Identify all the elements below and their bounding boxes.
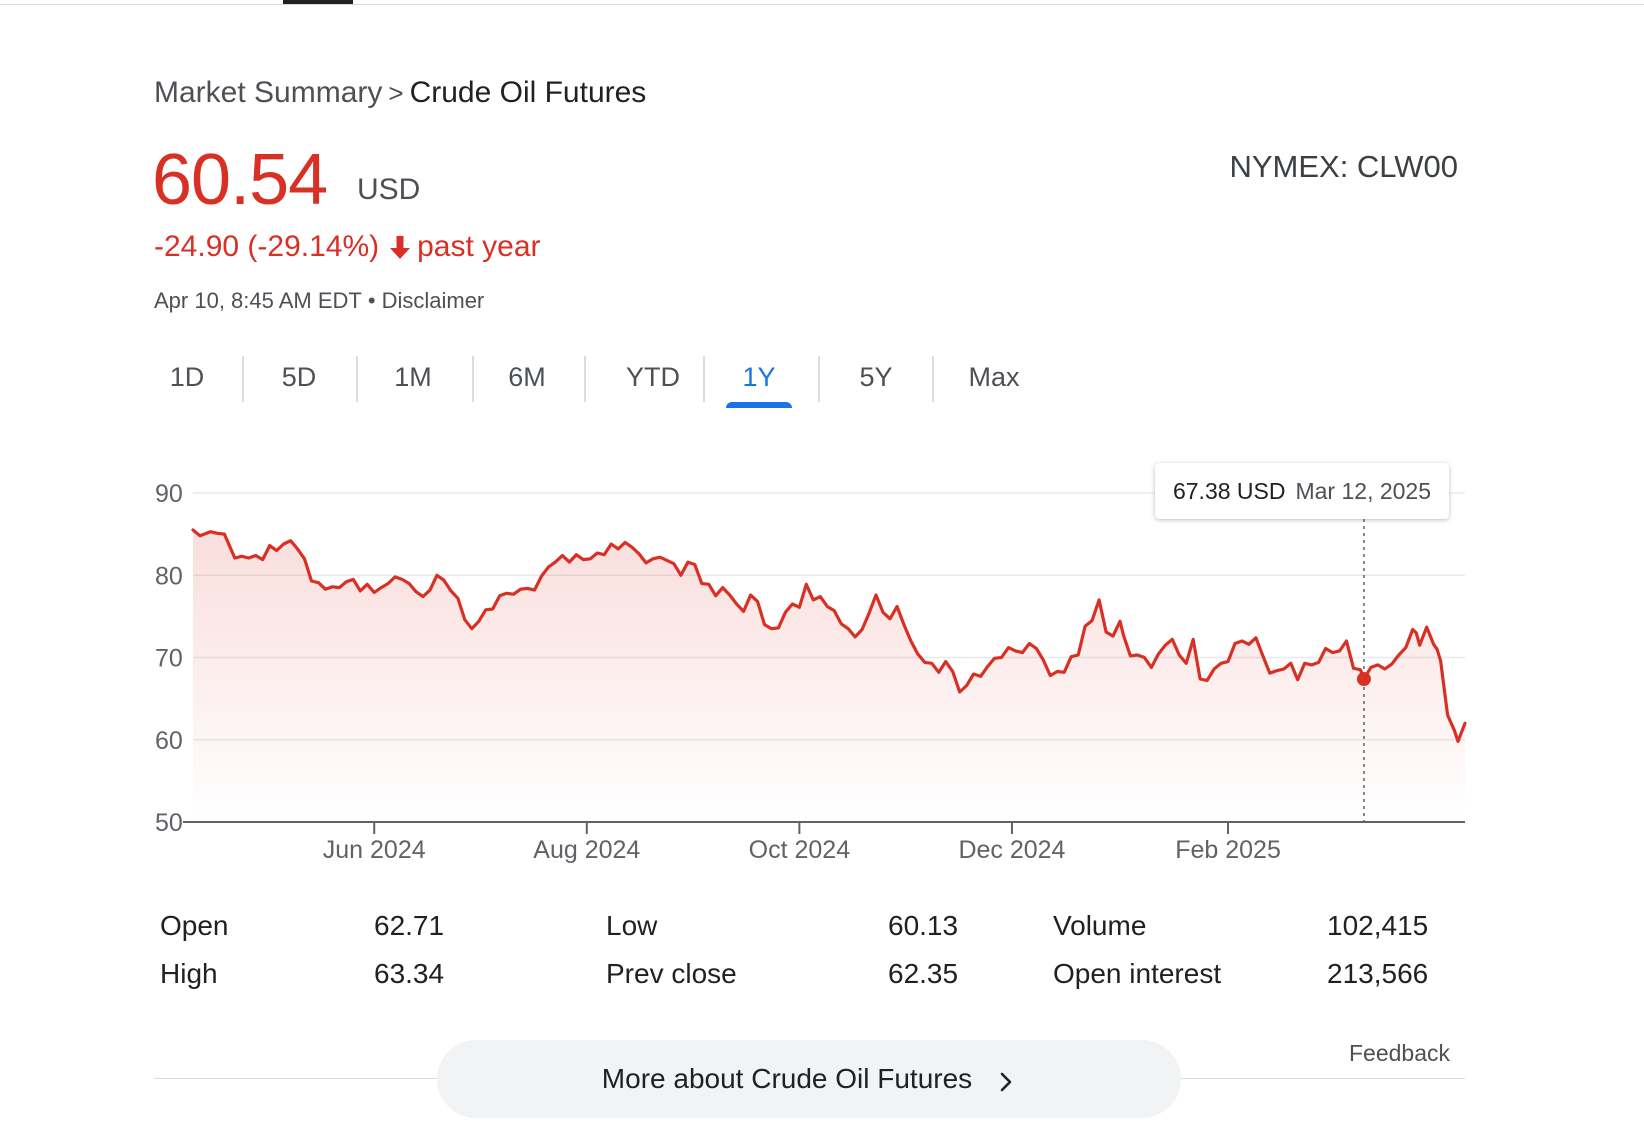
highlight-point — [1356, 672, 1371, 687]
chart-tooltip: 67.38 USD Mar 12, 2025 — [1155, 463, 1449, 519]
price-currency: USD — [357, 173, 421, 206]
tab-1y[interactable]: 1Y — [742, 362, 776, 392]
tab-5y[interactable]: 5Y — [859, 362, 893, 392]
stat-label-high: High — [160, 958, 218, 989]
x-tick-label: Feb 2025 — [1175, 836, 1281, 864]
quote-timestamp: Apr 10, 8:45 AM EDT — [154, 288, 362, 313]
stat-label-open-interest: Open interest — [1053, 958, 1222, 989]
tab-1m[interactable]: 1M — [394, 362, 432, 392]
x-tick-label: Dec 2024 — [958, 836, 1065, 864]
y-tick-label: 90 — [155, 480, 183, 508]
tab-divider — [818, 356, 820, 402]
tab-ytd[interactable]: YTD — [626, 362, 680, 392]
tab-1d[interactable]: 1D — [169, 362, 205, 392]
current-price: 60.54 — [152, 140, 328, 220]
price-series-line — [191, 528, 1467, 743]
stat-label-open: Open — [160, 910, 229, 941]
disclaimer-link[interactable]: Disclaimer — [381, 288, 485, 313]
breadcrumb: Market Summary > Crude Oil Futures — [154, 74, 646, 112]
stat-label-low: Low — [606, 910, 658, 941]
exchange-symbol: NYMEX: CLW00 — [1229, 149, 1458, 184]
x-tick-label: Aug 2024 — [533, 836, 640, 864]
tab-max[interactable]: Max — [968, 362, 1020, 392]
tab-divider — [242, 356, 244, 402]
y-tick-label: 50 — [155, 809, 183, 837]
tab-divider — [356, 356, 358, 402]
stat-value-low: 60.13 — [888, 910, 959, 941]
stat-value-open: 62.71 — [374, 910, 445, 941]
active-tab-indicator — [726, 402, 792, 408]
stat-label-volume: Volume — [1053, 910, 1147, 941]
top-tab-indicator — [283, 0, 353, 4]
stat-label-prev-close: Prev close — [606, 958, 737, 989]
tab-6m[interactable]: 6M — [508, 362, 546, 392]
more-about-label: More about Crude Oil Futures — [601, 1063, 973, 1094]
price-area-fill — [193, 530, 1465, 822]
chevron-right-icon — [996, 1068, 1016, 1092]
price-change-value: -24.90 (-29.14%) — [154, 230, 380, 263]
breadcrumb-current: Crude Oil Futures — [409, 76, 647, 109]
tooltip-value: 67.38 USD — [1172, 478, 1286, 504]
tab-divider — [703, 356, 705, 402]
breadcrumb-separator: > — [388, 78, 404, 108]
tab-divider — [472, 356, 474, 402]
x-tick-label: Oct 2024 — [749, 836, 851, 864]
feedback-link[interactable]: Feedback — [1348, 1040, 1450, 1066]
breadcrumb-parent-link[interactable]: Market Summary — [154, 76, 383, 109]
y-tick-label: 60 — [155, 727, 183, 755]
arrow-down-icon — [387, 232, 413, 262]
tab-divider — [932, 356, 934, 402]
stat-value-prev-close: 62.35 — [888, 958, 959, 989]
stat-value-open-interest: 213,566 — [1327, 958, 1429, 989]
stat-value-volume: 102,415 — [1327, 910, 1429, 941]
stat-value-high: 63.34 — [374, 958, 445, 989]
tooltip-date: Mar 12, 2025 — [1295, 478, 1432, 504]
x-tick-label: Jun 2024 — [323, 836, 426, 864]
y-tick-label: 80 — [155, 562, 183, 590]
top-divider — [0, 4, 1644, 5]
more-about-button[interactable]: More about Crude Oil Futures — [437, 1040, 1181, 1118]
meta-separator: • — [367, 288, 376, 313]
y-tick-label: 70 — [155, 645, 183, 673]
price-change-period: past year — [417, 230, 541, 263]
quote-meta: Apr 10, 8:45 AM EDT • Disclaimer — [154, 287, 484, 315]
tab-5d[interactable]: 5D — [281, 362, 317, 392]
tab-divider — [584, 356, 586, 402]
price-change: -24.90 (-29.14%) past year — [154, 228, 541, 266]
